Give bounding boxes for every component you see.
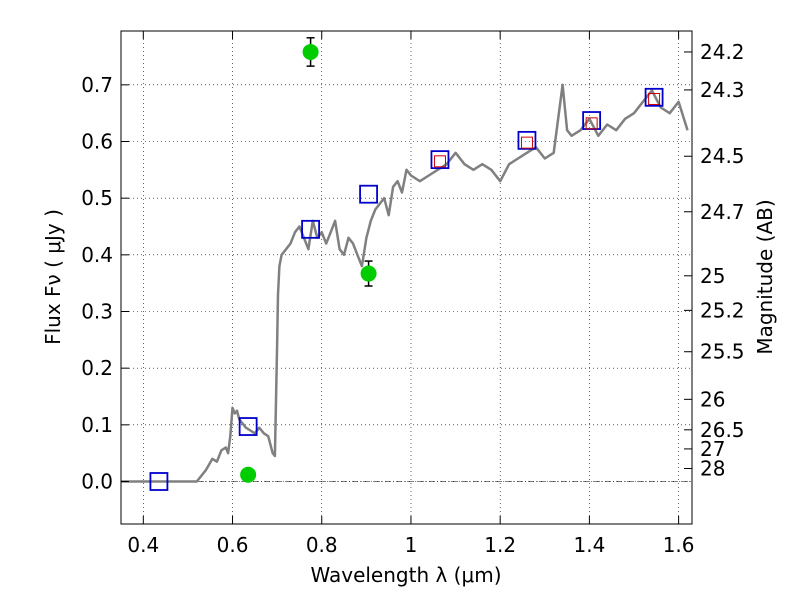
- x-tick-label: 0.8: [306, 533, 338, 557]
- y-tick-label: 0.0: [81, 470, 113, 494]
- y-tick-label: 0.5: [81, 186, 113, 210]
- x-tick-label: 1.2: [484, 533, 516, 557]
- observed-photometry-square: [648, 93, 661, 105]
- y2-tick-label: 26: [700, 387, 725, 411]
- observed-photometry-square: [585, 117, 598, 130]
- data-layer: [121, 37, 689, 491]
- x-tick-label: 1.4: [573, 533, 605, 557]
- x-tick-label: 1.6: [663, 533, 695, 557]
- y-tick-label: 0.4: [81, 243, 113, 267]
- x-axis-title: Wavelength λ (μm): [310, 563, 501, 587]
- model-photometry-square: [430, 150, 450, 170]
- y2-tick-label: 24.2: [700, 40, 745, 64]
- detection-point: [360, 265, 377, 282]
- y-tick-label: 0.1: [81, 413, 113, 437]
- model-photometry-square: [238, 417, 258, 436]
- x-tick-label: 1: [405, 533, 418, 557]
- y-tick-label: 0.6: [81, 130, 113, 154]
- observed-photometry-square: [520, 136, 533, 149]
- y2-axis-title: Magnitude (AB): [753, 199, 777, 354]
- y2-tick-label: 24.7: [700, 200, 745, 224]
- y2-tick-label: 27: [700, 437, 725, 461]
- model-photometry-square: [359, 184, 378, 204]
- observed-photometry-square: [433, 155, 446, 168]
- y2-tick-label: 26.5: [700, 418, 745, 442]
- x-tick-label: 0.6: [217, 533, 249, 557]
- y2-tick-label: 25: [700, 264, 725, 288]
- model-spectrum-line: [121, 83, 689, 483]
- detection-point: [240, 466, 257, 483]
- grid-layer: [121, 31, 692, 524]
- model-photometry-square: [644, 87, 664, 107]
- model-photometry-square: [149, 472, 169, 491]
- y-tick-label: 0.7: [81, 73, 113, 97]
- y-tick-label: 0.3: [81, 300, 113, 324]
- model-photometry-square: [517, 130, 537, 150]
- y-tick-label: 0.2: [81, 356, 113, 380]
- model-photometry-square: [301, 219, 320, 239]
- plot-frame: [120, 30, 693, 525]
- y2-tick-label: 25.5: [700, 340, 745, 364]
- y2-tick-label: 25.2: [700, 298, 745, 322]
- y-axis-title: Flux Fν ( μJy ): [41, 209, 65, 345]
- y2-tick-label: 24.5: [700, 144, 745, 168]
- detection-point: [302, 43, 319, 60]
- y2-tick-label: 28: [700, 457, 725, 481]
- tick-layer: 0.4 0.6 0.8 1 1.2 1.4 1.6 0.0 0.1 0.2 0.3 0.4 0.5 0.6…: [81, 31, 745, 557]
- y2-tick-label: 24.3: [700, 78, 745, 102]
- x-tick-label: 0.4: [127, 533, 159, 557]
